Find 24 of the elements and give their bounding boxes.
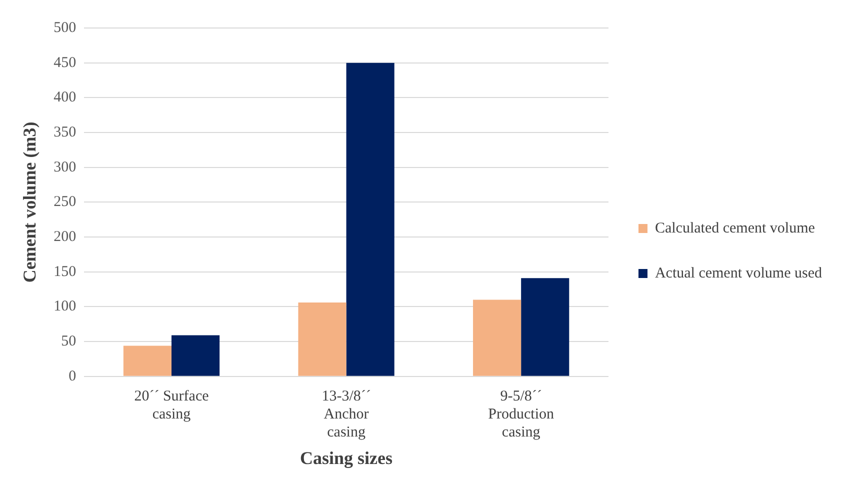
y-tick-label: 250: [54, 194, 76, 210]
x-tick-label: 9-5/8´´ Production casing: [488, 388, 554, 440]
y-tick-label: 450: [54, 54, 76, 71]
y-tick-label: 0: [68, 368, 76, 384]
x-tick-label: 13-3/8´´ Anchor casing: [322, 388, 371, 440]
legend-label: Calculated cement volume: [654, 220, 816, 236]
x-axis-title: Casing sizes: [300, 448, 393, 468]
bar: [298, 302, 346, 376]
legend-label: Actual cement volume used: [654, 265, 822, 282]
y-axis-title: Cement volume (m3): [19, 122, 40, 283]
bar: [521, 278, 570, 376]
y-tick-label: 500: [54, 20, 76, 36]
bar: [171, 335, 220, 376]
bar: [123, 346, 172, 376]
y-tick-label: 50: [61, 333, 76, 350]
y-tick-label: 200: [54, 228, 76, 245]
y-tick-label: 150: [54, 264, 76, 280]
y-tick-label: 100: [54, 298, 76, 315]
y-tick-label: 400: [54, 90, 76, 106]
x-tick-label: 20´´ Surface casing: [134, 388, 210, 422]
bar: [473, 300, 522, 376]
y-tick-label: 350: [54, 124, 76, 140]
bar: [346, 62, 394, 376]
y-tick-label: 300: [54, 159, 76, 176]
